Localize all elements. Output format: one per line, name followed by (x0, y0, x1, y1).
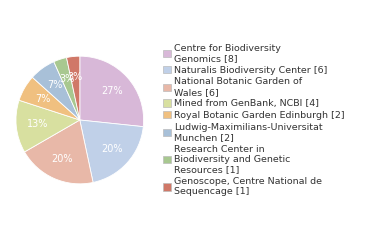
Text: 20%: 20% (101, 144, 122, 154)
Legend: Centre for Biodiversity
Genomics [8], Naturalis Biodiversity Center [6], Nationa: Centre for Biodiversity Genomics [8], Na… (163, 43, 345, 197)
Text: 3%: 3% (59, 74, 74, 84)
Text: 3%: 3% (68, 72, 83, 83)
Text: 20%: 20% (52, 154, 73, 164)
Text: 7%: 7% (35, 94, 51, 104)
Wedge shape (80, 120, 143, 182)
Text: 27%: 27% (101, 86, 122, 96)
Wedge shape (32, 62, 80, 120)
Text: 7%: 7% (47, 80, 62, 90)
Text: 13%: 13% (27, 120, 48, 129)
Wedge shape (66, 56, 80, 120)
Wedge shape (80, 56, 144, 127)
Wedge shape (54, 58, 80, 120)
Wedge shape (16, 100, 80, 152)
Wedge shape (25, 120, 93, 184)
Wedge shape (19, 77, 80, 120)
